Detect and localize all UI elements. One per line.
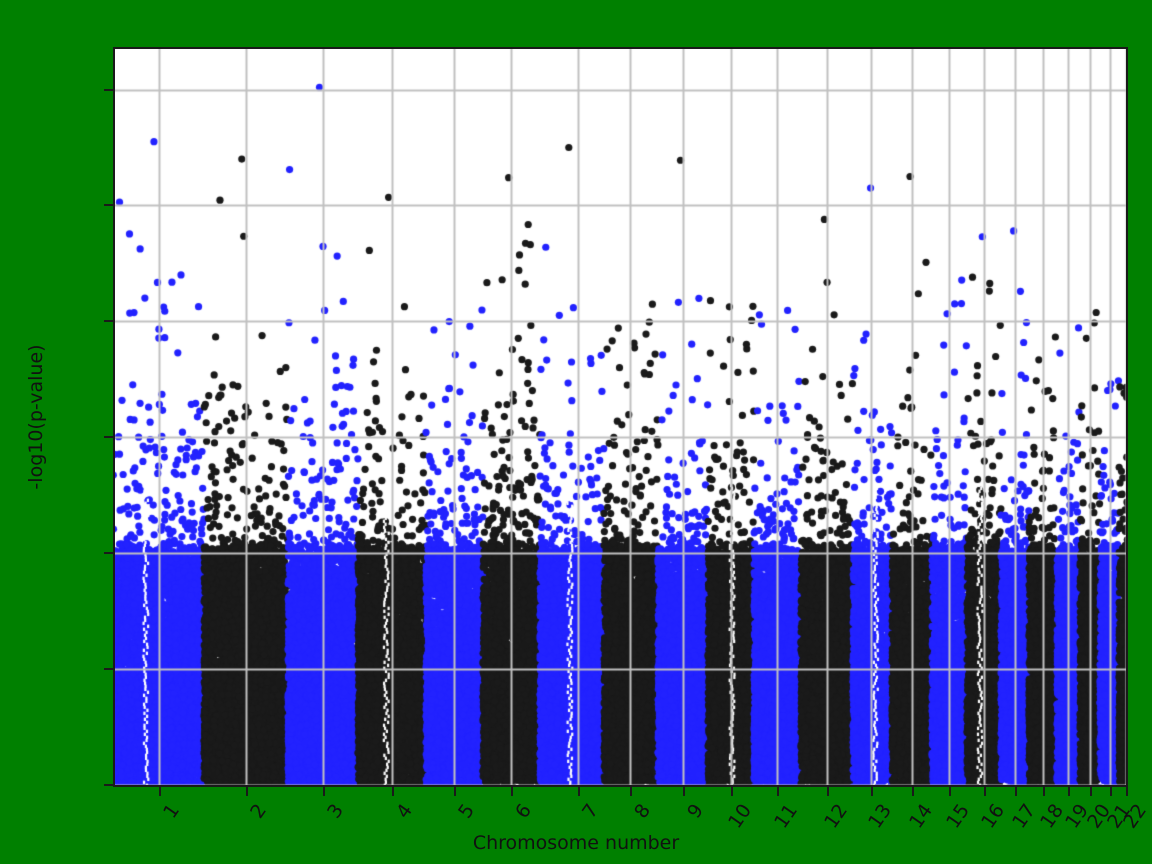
y-tick-mark <box>104 552 113 555</box>
x-tick-label: 7 <box>578 800 604 823</box>
x-tick-mark <box>777 787 779 796</box>
x-tick-mark <box>392 787 394 796</box>
y-tick-mark <box>104 784 113 786</box>
x-tick-label: 16 <box>977 800 1010 833</box>
x-tick-label: 1 <box>159 800 185 823</box>
x-tick-mark <box>454 787 456 796</box>
y-tick-mark <box>104 668 113 671</box>
x-tick-mark <box>683 787 685 796</box>
x-tick-mark <box>1068 787 1070 796</box>
x-tick-label: 9 <box>683 800 709 823</box>
x-tick-mark <box>1015 787 1017 796</box>
x-tick-label: 8 <box>630 800 656 823</box>
x-tick-mark <box>159 787 161 796</box>
x-tick-label: 2 <box>246 800 272 823</box>
x-tick-mark <box>827 787 829 796</box>
x-tick-label: 10 <box>724 800 757 833</box>
x-tick-label: 12 <box>820 800 853 833</box>
x-tick-label: 3 <box>323 800 349 823</box>
y-tick-mark <box>104 88 113 91</box>
x-tick-mark <box>731 787 733 796</box>
x-tick-mark <box>511 787 513 796</box>
y-axis-label: -log10(p-value) <box>25 344 47 490</box>
x-tick-mark <box>630 787 632 796</box>
x-tick-mark <box>1110 787 1112 796</box>
x-tick-mark <box>323 787 325 796</box>
x-tick-label: 15 <box>942 800 975 833</box>
x-tick-label: 6 <box>511 800 537 823</box>
x-tick-mark <box>1090 787 1092 796</box>
x-tick-label: 13 <box>864 800 897 833</box>
y-tick-mark <box>104 320 113 323</box>
y-axis-ticks: 0123456 <box>0 0 113 864</box>
x-tick-label: 5 <box>454 800 480 823</box>
x-tick-mark <box>984 787 986 796</box>
x-tick-label: 14 <box>905 800 938 833</box>
x-tick-mark <box>578 787 580 796</box>
x-tick-mark <box>1043 787 1045 796</box>
x-tick-mark <box>1126 787 1128 796</box>
x-axis-label: Chromosome number <box>472 832 680 854</box>
x-tick-mark <box>949 787 951 796</box>
y-tick-mark <box>104 204 113 207</box>
x-tick-mark <box>912 787 914 796</box>
x-tick-label: 4 <box>392 800 418 823</box>
x-tick-mark <box>871 787 873 796</box>
x-tick-label: 17 <box>1008 800 1041 833</box>
x-tick-label: 11 <box>770 800 803 833</box>
y-tick-mark <box>104 436 113 439</box>
x-tick-mark <box>246 787 248 796</box>
